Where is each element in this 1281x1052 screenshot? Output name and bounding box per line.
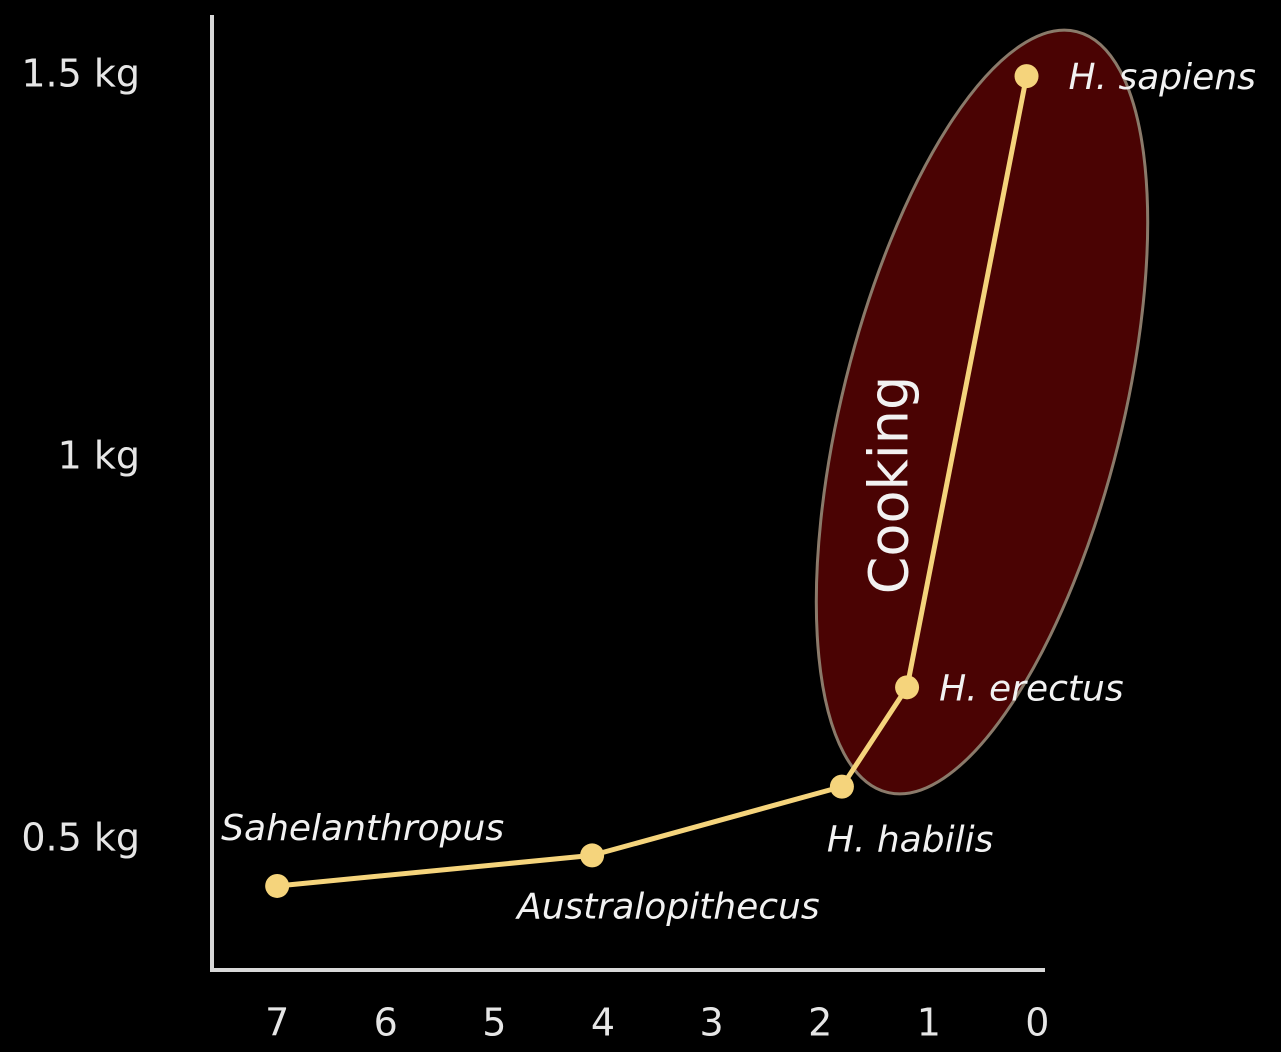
point-label: H. sapiens [1069,57,1256,98]
x-tick-label: 0 [1025,1001,1049,1045]
x-tick-label: 2 [808,1001,832,1045]
point [895,675,920,700]
x-tick-label: 1 [917,1001,941,1045]
y-tick-label: 0.5 kg [21,816,140,860]
y-tick-label: 1 kg [58,434,140,478]
point [829,774,854,799]
point [580,843,605,868]
x-tick-label: 7 [265,1001,289,1045]
point-label: Sahelanthropus [221,808,504,849]
cooking-ellipse [814,28,1150,796]
point-label: Australopithecus [515,886,820,927]
annotation: Cooking [858,376,921,595]
x-tick-label: 3 [699,1001,723,1045]
point [265,873,290,898]
x-tick-label: 5 [482,1001,506,1045]
x-tick-label: 4 [591,1001,615,1045]
x-tick-label: 6 [374,1001,398,1045]
y-tick-label: 1.5 kg [21,52,140,96]
point-label: H. habilis [827,820,993,861]
point-label: H. erectus [939,668,1124,709]
point [1014,64,1039,89]
